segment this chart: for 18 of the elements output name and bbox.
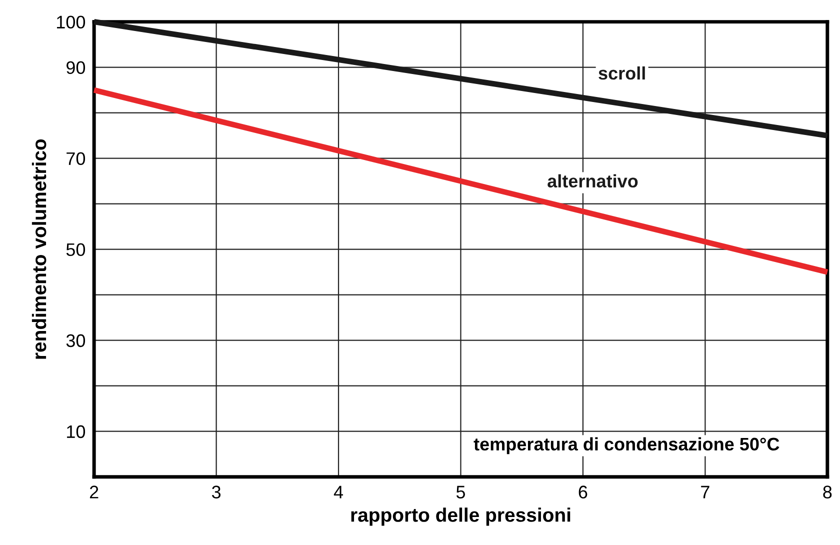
y-axis-title: rendimento volumetrico [32, 139, 46, 359]
x-tick-label: 5 [456, 486, 466, 498]
y-tick-label: 90 [66, 61, 86, 74]
y-tick-label: 10 [67, 425, 86, 438]
x-tick-label: 3 [212, 486, 221, 498]
series-label: scroll [598, 66, 645, 80]
x-axis-title: rapporto delle pressioni [351, 508, 570, 526]
x-tick-label: 7 [701, 486, 710, 498]
annotation: temperatura di condensazione 50°C [474, 437, 780, 454]
x-tick-label: 4 [334, 486, 344, 498]
y-tick-label: 30 [66, 334, 86, 348]
y-tick-label: 50 [66, 243, 86, 256]
x-tick-label: 2 [90, 486, 98, 498]
y-tick-label: 100 [57, 16, 86, 29]
x-tick-label: 6 [578, 486, 588, 498]
y-tick-label: 70 [66, 152, 86, 166]
x-tick-label: 8 [823, 486, 832, 498]
series-label: alternativo [548, 174, 638, 188]
